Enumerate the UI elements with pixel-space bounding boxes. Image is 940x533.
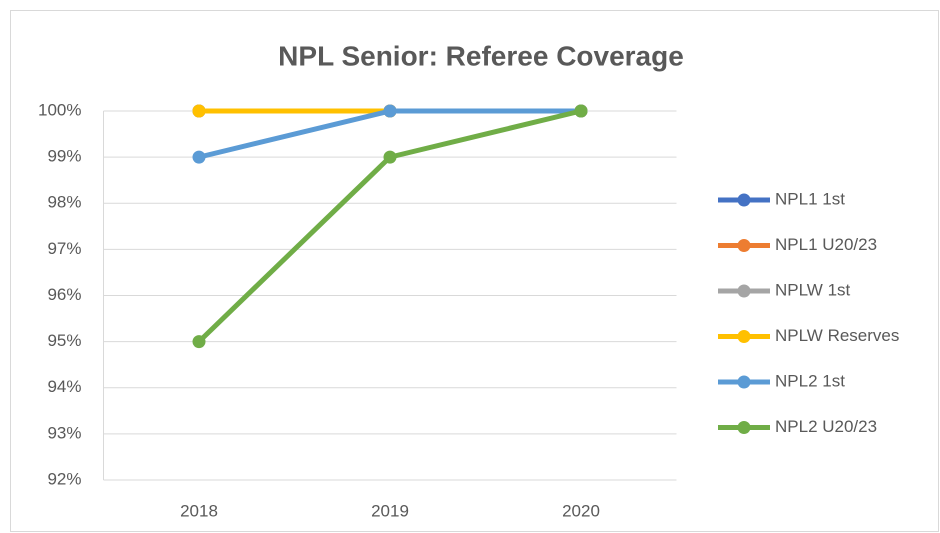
point bbox=[192, 104, 206, 118]
point bbox=[574, 104, 588, 118]
legend-marker bbox=[737, 239, 751, 252]
x-tick-label: 2018 bbox=[180, 501, 218, 520]
point bbox=[192, 150, 206, 164]
legend-marker bbox=[737, 375, 751, 389]
legend-marker bbox=[737, 284, 751, 298]
legend-label: NPLW 1st bbox=[775, 280, 851, 299]
point bbox=[383, 104, 397, 118]
y-tick-label: 97% bbox=[47, 239, 81, 258]
legend-label: NPL1 U20/23 bbox=[775, 235, 877, 254]
x-tick-label: 2019 bbox=[371, 501, 409, 520]
legend-marker bbox=[737, 330, 751, 343]
x-tick-label: 2020 bbox=[562, 501, 600, 520]
y-tick-label: 100% bbox=[38, 100, 81, 119]
y-tick-label: 93% bbox=[47, 423, 81, 442]
y-tick-label: 95% bbox=[47, 331, 81, 350]
chart-title: NPL Senior: Referee Coverage bbox=[278, 40, 684, 71]
legend-label: NPL2 U20/23 bbox=[775, 417, 877, 436]
y-tick-label: 99% bbox=[47, 147, 81, 166]
legend-marker bbox=[737, 421, 751, 434]
legend-label: NPLW Reserves bbox=[775, 326, 899, 345]
y-tick-label: 92% bbox=[47, 469, 81, 488]
point bbox=[192, 335, 206, 349]
y-tick-label: 96% bbox=[47, 285, 81, 304]
legend-label: NPL2 1st bbox=[775, 371, 845, 390]
y-tick-label: 98% bbox=[47, 193, 81, 212]
chart-border bbox=[10, 10, 939, 532]
y-tick-label: 94% bbox=[47, 377, 81, 396]
point bbox=[383, 150, 397, 164]
legend-label: NPL1 1st bbox=[775, 189, 845, 208]
legend-marker bbox=[737, 193, 751, 207]
